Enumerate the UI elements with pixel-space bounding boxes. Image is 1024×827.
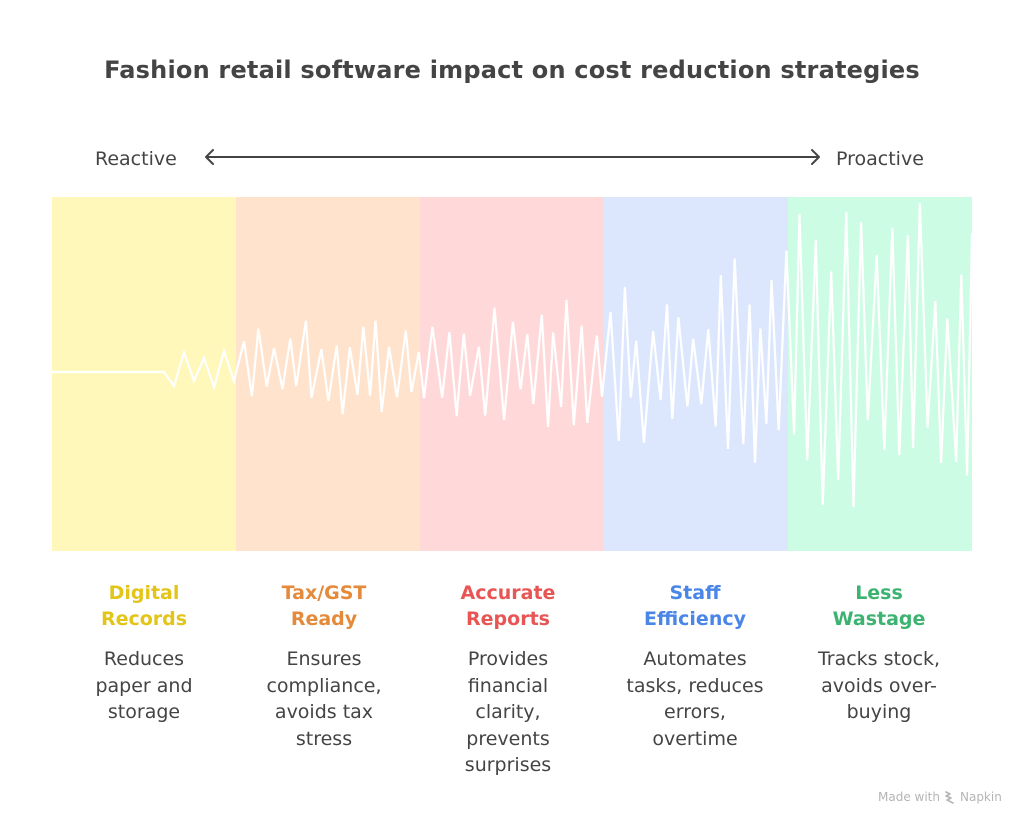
stage-accurate-reports: Accurate Reports Provides financial clar… [416, 580, 600, 779]
band-digital-records [52, 197, 237, 551]
stage-description-line: avoids tax [274, 701, 374, 723]
stage-title-line: Accurate [460, 582, 556, 604]
stage-title-line: Digital [108, 582, 180, 604]
stage-description-line: Reduces [103, 648, 185, 670]
stage-description-line: Tracks stock, [817, 648, 941, 670]
stage-title: Less Wastage [787, 580, 971, 632]
stage-title-line: Tax/GST [281, 582, 367, 604]
band-tax-gst-ready [236, 197, 421, 551]
band-accurate-reports [420, 197, 605, 551]
stage-title-line: Staff [669, 582, 721, 604]
stage-description-line: tasks, reduces [626, 674, 764, 697]
stage-description-line: paper and [95, 674, 193, 697]
stage-title-line: Less [855, 582, 903, 604]
stage-description-line: surprises [464, 754, 552, 776]
spectrum-bands [52, 197, 972, 551]
stage-description: Provides financial clarity, prevents sur… [416, 646, 600, 779]
stage-description-line: financial [467, 674, 549, 697]
stage-description-line: avoids over- [821, 674, 937, 697]
stage-title: Digital Records [52, 580, 236, 632]
waveform [52, 203, 972, 508]
axis-label-reactive: Reactive [95, 148, 177, 170]
napkin-watermark: Made with Napkin [878, 790, 1002, 804]
stage-description-line: Automates [643, 648, 747, 670]
footer-text: Made with [878, 790, 940, 804]
stage-description-line: buying [846, 701, 912, 723]
stage-description-line: clarity, [475, 701, 541, 723]
stage-title-line: Records [100, 608, 188, 630]
stage-description: Automates tasks, reduces errors, overtim… [603, 646, 787, 752]
stage-staff-efficiency: Staff Efficiency Automates tasks, reduce… [603, 580, 787, 752]
stage-description-line: prevents [466, 727, 550, 750]
stage-title-line: Efficiency [643, 608, 746, 630]
diagram-title: Fashion retail software impact on cost r… [104, 56, 920, 84]
stage-title: Accurate Reports [416, 580, 600, 632]
footer-brand: Napkin [959, 790, 1002, 804]
stage-title-line: Reports [466, 608, 550, 630]
stage-description-line: Provides [467, 648, 549, 670]
stage-description: Tracks stock, avoids over- buying [787, 646, 971, 726]
stage-title-line: Wastage [832, 608, 926, 630]
stage-tax-gst-ready: Tax/GST Ready Ensures compliance, avoids… [232, 580, 416, 752]
stage-description-line: storage [107, 701, 181, 723]
stage-less-wastage: Less Wastage Tracks stock, avoids over- … [787, 580, 971, 726]
axis-label-proactive: Proactive [836, 148, 924, 170]
stage-description: Reduces paper and storage [52, 646, 236, 726]
stage-description-line: compliance, [266, 674, 382, 697]
stage-description-line: stress [295, 727, 353, 750]
stage-description: Ensures compliance, avoids tax stress [232, 646, 416, 752]
stage-title: Tax/GST Ready [232, 580, 416, 632]
stage-title: Staff Efficiency [603, 580, 787, 632]
stage-title-line: Ready [290, 608, 358, 630]
waveform-line [52, 203, 972, 508]
stage-description-line: errors, [664, 701, 726, 723]
stage-digital-records: Digital Records Reduces paper and storag… [52, 580, 236, 726]
napkin-logo-icon [945, 790, 954, 804]
double-headed-arrow-icon [205, 149, 820, 165]
stage-description-line: overtime [652, 727, 738, 750]
stage-description-line: Ensures [286, 648, 362, 670]
